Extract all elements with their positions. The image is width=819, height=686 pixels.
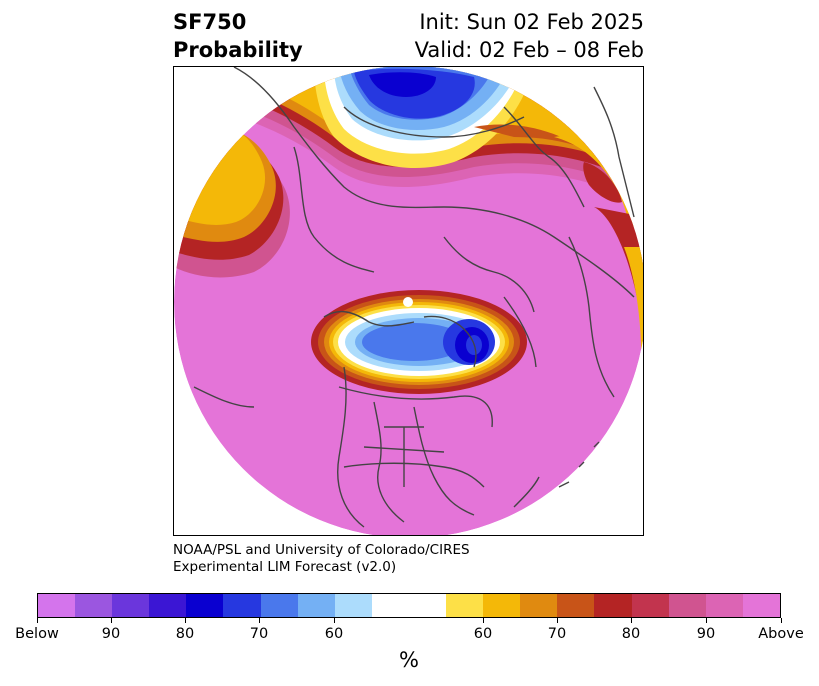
colorbar-tick-mark (483, 618, 484, 623)
colorbar (37, 593, 781, 618)
colorbar-tick-mark (37, 618, 38, 623)
credit-line-2: Experimental LIM Forecast (v2.0) (173, 559, 397, 575)
colorbar-tick-label: 80 (621, 626, 641, 642)
colorbar-segment (223, 594, 261, 617)
cold-cap-80 (369, 72, 436, 97)
colorbar-tick-label: Above (758, 626, 804, 642)
coastlines (193, 67, 635, 528)
colorbar-segment (631, 594, 669, 617)
colorbar-segment (186, 594, 224, 617)
init-date: Init: Sun 02 Feb 2025 (419, 10, 644, 34)
colorbar-segment (557, 594, 595, 617)
credit-text: NOAA/PSL and University of Colorado/CIRE… (173, 542, 470, 576)
colorbar-tick-mark (557, 618, 558, 623)
colorbar-tick-label: 80 (175, 626, 195, 642)
forecast-map (174, 67, 643, 535)
colorbar-segment (260, 594, 298, 617)
colorbar-segment (75, 594, 113, 617)
colorbar-tick-mark (111, 618, 112, 623)
colorbar-segment (149, 594, 187, 617)
colorbar-tick-mark (334, 618, 335, 623)
colorbar-tick-mark (706, 618, 707, 623)
colorbar-tick-label: 60 (473, 626, 493, 642)
chart-title-left: SF750 Probability (173, 8, 303, 64)
product-kind: Probability (173, 38, 303, 62)
colorbar-tick-label: Below (15, 626, 59, 642)
colorbar-segment (483, 594, 521, 617)
colorbar-segment (742, 594, 780, 617)
valid-range: Valid: 02 Feb – 08 Feb (414, 38, 644, 62)
east-edge-band-60 (624, 247, 643, 407)
colorbar-segment (371, 594, 447, 617)
chart-title-right: Init: Sun 02 Feb 2025 Valid: 02 Feb – 08… (415, 8, 644, 64)
ring-below-65 (362, 323, 466, 361)
colorbar-segment (38, 594, 76, 617)
colorbar-tick-mark (185, 618, 186, 623)
colorbar-segment (112, 594, 150, 617)
credit-line-1: NOAA/PSL and University of Colorado/CIRE… (173, 542, 470, 558)
atlantic-band-80 (583, 162, 622, 203)
colorbar-segment (594, 594, 632, 617)
colorbar-segment (520, 594, 558, 617)
colorbar-tick-mark (631, 618, 632, 623)
variable-name: SF750 (173, 10, 247, 34)
probability-field (174, 67, 643, 535)
colorbar-segment (668, 594, 706, 617)
colorbar-tick-mark (259, 618, 260, 623)
colorbar-segment (334, 594, 372, 617)
colorbar-segment (297, 594, 335, 617)
pole-neutral-spot (403, 297, 413, 307)
colorbar-tick-label: 90 (696, 626, 716, 642)
colorbar-tick-label: 60 (324, 626, 344, 642)
colorbar-tick-label: 90 (101, 626, 121, 642)
colorbar-tick-mark (781, 618, 782, 623)
colorbar-tick-label: 70 (547, 626, 567, 642)
map-panel (173, 66, 644, 536)
colorbar-segment (446, 594, 484, 617)
colorbar-segment (705, 594, 743, 617)
colorbar-tick-label: 70 (249, 626, 269, 642)
colorbar-unit-label: % (399, 648, 419, 672)
